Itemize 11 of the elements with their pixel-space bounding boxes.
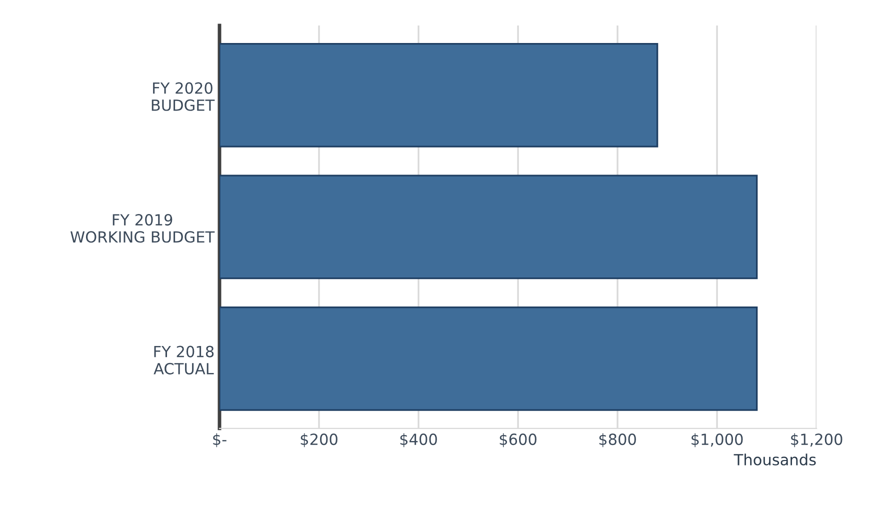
- x-axis-title: Thousands: [734, 454, 816, 466]
- x-tick-label: $-: [213, 433, 226, 448]
- x-tick-label: $800: [599, 433, 636, 448]
- x-tick-label: $1,200: [791, 433, 842, 448]
- x-tick-label: $1,000: [692, 433, 743, 448]
- x-tick-label: $200: [300, 433, 338, 448]
- y-tick-label: FY 2019 WORKING BUDGET: [70, 214, 215, 243]
- x-tick-label: $600: [500, 433, 536, 448]
- y-tick-label: FY 2020 BUDGET: [152, 82, 215, 111]
- y-tick-label: FY 2018 ACTUAL: [154, 346, 214, 374]
- x-tick-label: $400: [400, 433, 437, 448]
